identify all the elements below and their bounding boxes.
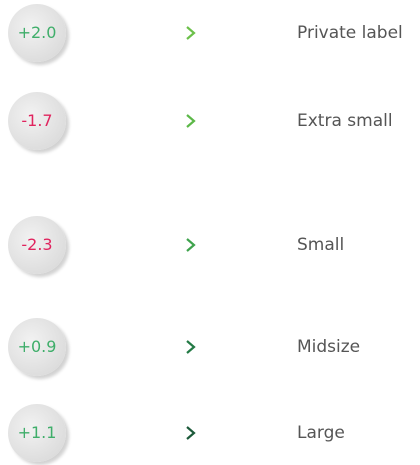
label: Private label [297,23,403,43]
badge: -2.3 [8,216,66,274]
row: -1.7 Extra small [0,92,420,152]
badge: +0.9 [8,318,66,376]
value: -1.7 [21,111,53,130]
row: -2.3 Small [0,216,420,276]
label: Large [297,423,345,443]
value: -2.3 [21,235,53,254]
chevron [186,426,196,440]
label: Midsize [297,337,361,357]
row: +2.0 Private label [0,4,420,64]
value: +1.1 [17,423,57,442]
value: +0.9 [17,337,57,356]
label: Extra small [297,111,393,131]
chevron [186,340,196,354]
label: Small [297,235,345,255]
chevron [186,114,196,128]
badge: -1.7 [8,92,66,150]
badge: +1.1 [8,404,66,462]
value: +2.0 [17,23,57,42]
chevron [186,26,196,40]
badge: +2.0 [8,4,66,62]
chevron [186,238,196,252]
row: +1.1 Large [0,404,420,464]
row: +0.9 Midsize [0,318,420,378]
